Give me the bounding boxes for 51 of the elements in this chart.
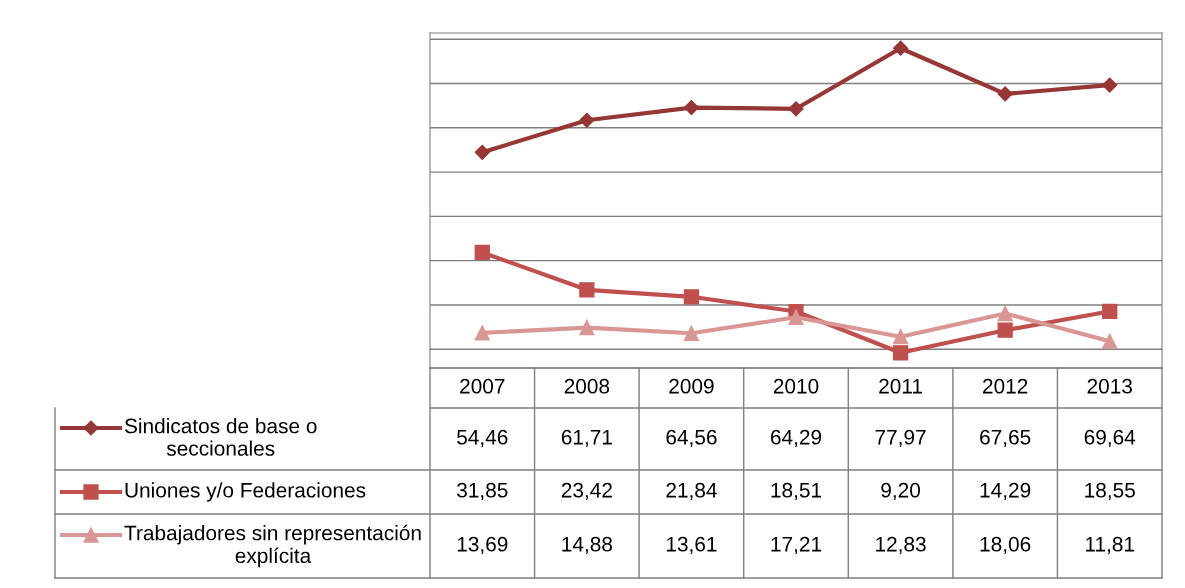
point — [579, 282, 595, 298]
data-label: 67,65 — [980, 429, 1031, 448]
data-label: 21,84 — [666, 482, 717, 501]
legend-label: Uniones y/o Federaciones — [125, 482, 366, 502]
data-label: 18,55 — [1085, 482, 1135, 501]
data-label: 9,20 — [881, 482, 921, 501]
x-tick-label: 2008 — [564, 378, 610, 394]
data-label: 64,29 — [770, 429, 822, 448]
data-label: 13,61 — [666, 536, 717, 555]
x-tick-label: 2013 — [1087, 378, 1132, 394]
point — [997, 305, 1013, 322]
point — [579, 112, 595, 128]
data-label: 11,81 — [1086, 536, 1134, 555]
point — [1102, 77, 1118, 93]
point — [683, 100, 699, 116]
legend-label: Sindicatos de base o seccionales — [124, 418, 317, 456]
data-label: 14,29 — [980, 482, 1031, 501]
legend-label: Trabajadores sin representación explícita — [124, 524, 421, 568]
data-label: 54,46 — [457, 429, 508, 448]
x-tick-label: 2012 — [983, 378, 1028, 394]
data-label: 77,97 — [875, 429, 926, 448]
data-label: 18,06 — [980, 536, 1031, 555]
point — [1102, 303, 1118, 320]
point — [997, 86, 1013, 102]
point — [788, 309, 804, 325]
data-label: 64,56 — [666, 429, 717, 448]
data-label: 13,69 — [457, 536, 508, 555]
point — [893, 40, 909, 56]
data-label: 61,71 — [561, 429, 612, 448]
point — [892, 329, 909, 345]
point — [474, 244, 490, 261]
data-label: 17,21 — [771, 536, 822, 555]
point — [474, 325, 490, 341]
point — [788, 101, 804, 117]
point — [997, 322, 1013, 338]
point — [683, 325, 700, 341]
data-label: 69,64 — [1084, 429, 1136, 448]
data-label: 18,51 — [771, 482, 822, 501]
x-tick-label: 2010 — [773, 378, 819, 394]
data-label: 31,85 — [457, 482, 508, 501]
x-tick-label: 2009 — [669, 378, 714, 394]
point — [683, 289, 700, 305]
data-label: 23,42 — [561, 482, 612, 501]
point — [1102, 333, 1118, 349]
point — [892, 345, 909, 361]
data-label: 14,88 — [562, 536, 613, 555]
x-tick-label: 2007 — [460, 378, 505, 394]
point — [474, 144, 490, 160]
point — [579, 319, 595, 336]
x-tick-label: 2011 — [879, 378, 922, 394]
data-label: 12,83 — [876, 536, 926, 555]
